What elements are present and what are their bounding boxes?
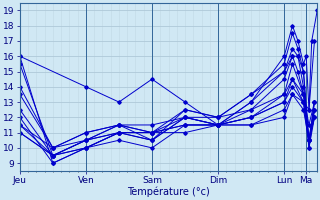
X-axis label: Température (°c): Température (°c) xyxy=(127,187,210,197)
